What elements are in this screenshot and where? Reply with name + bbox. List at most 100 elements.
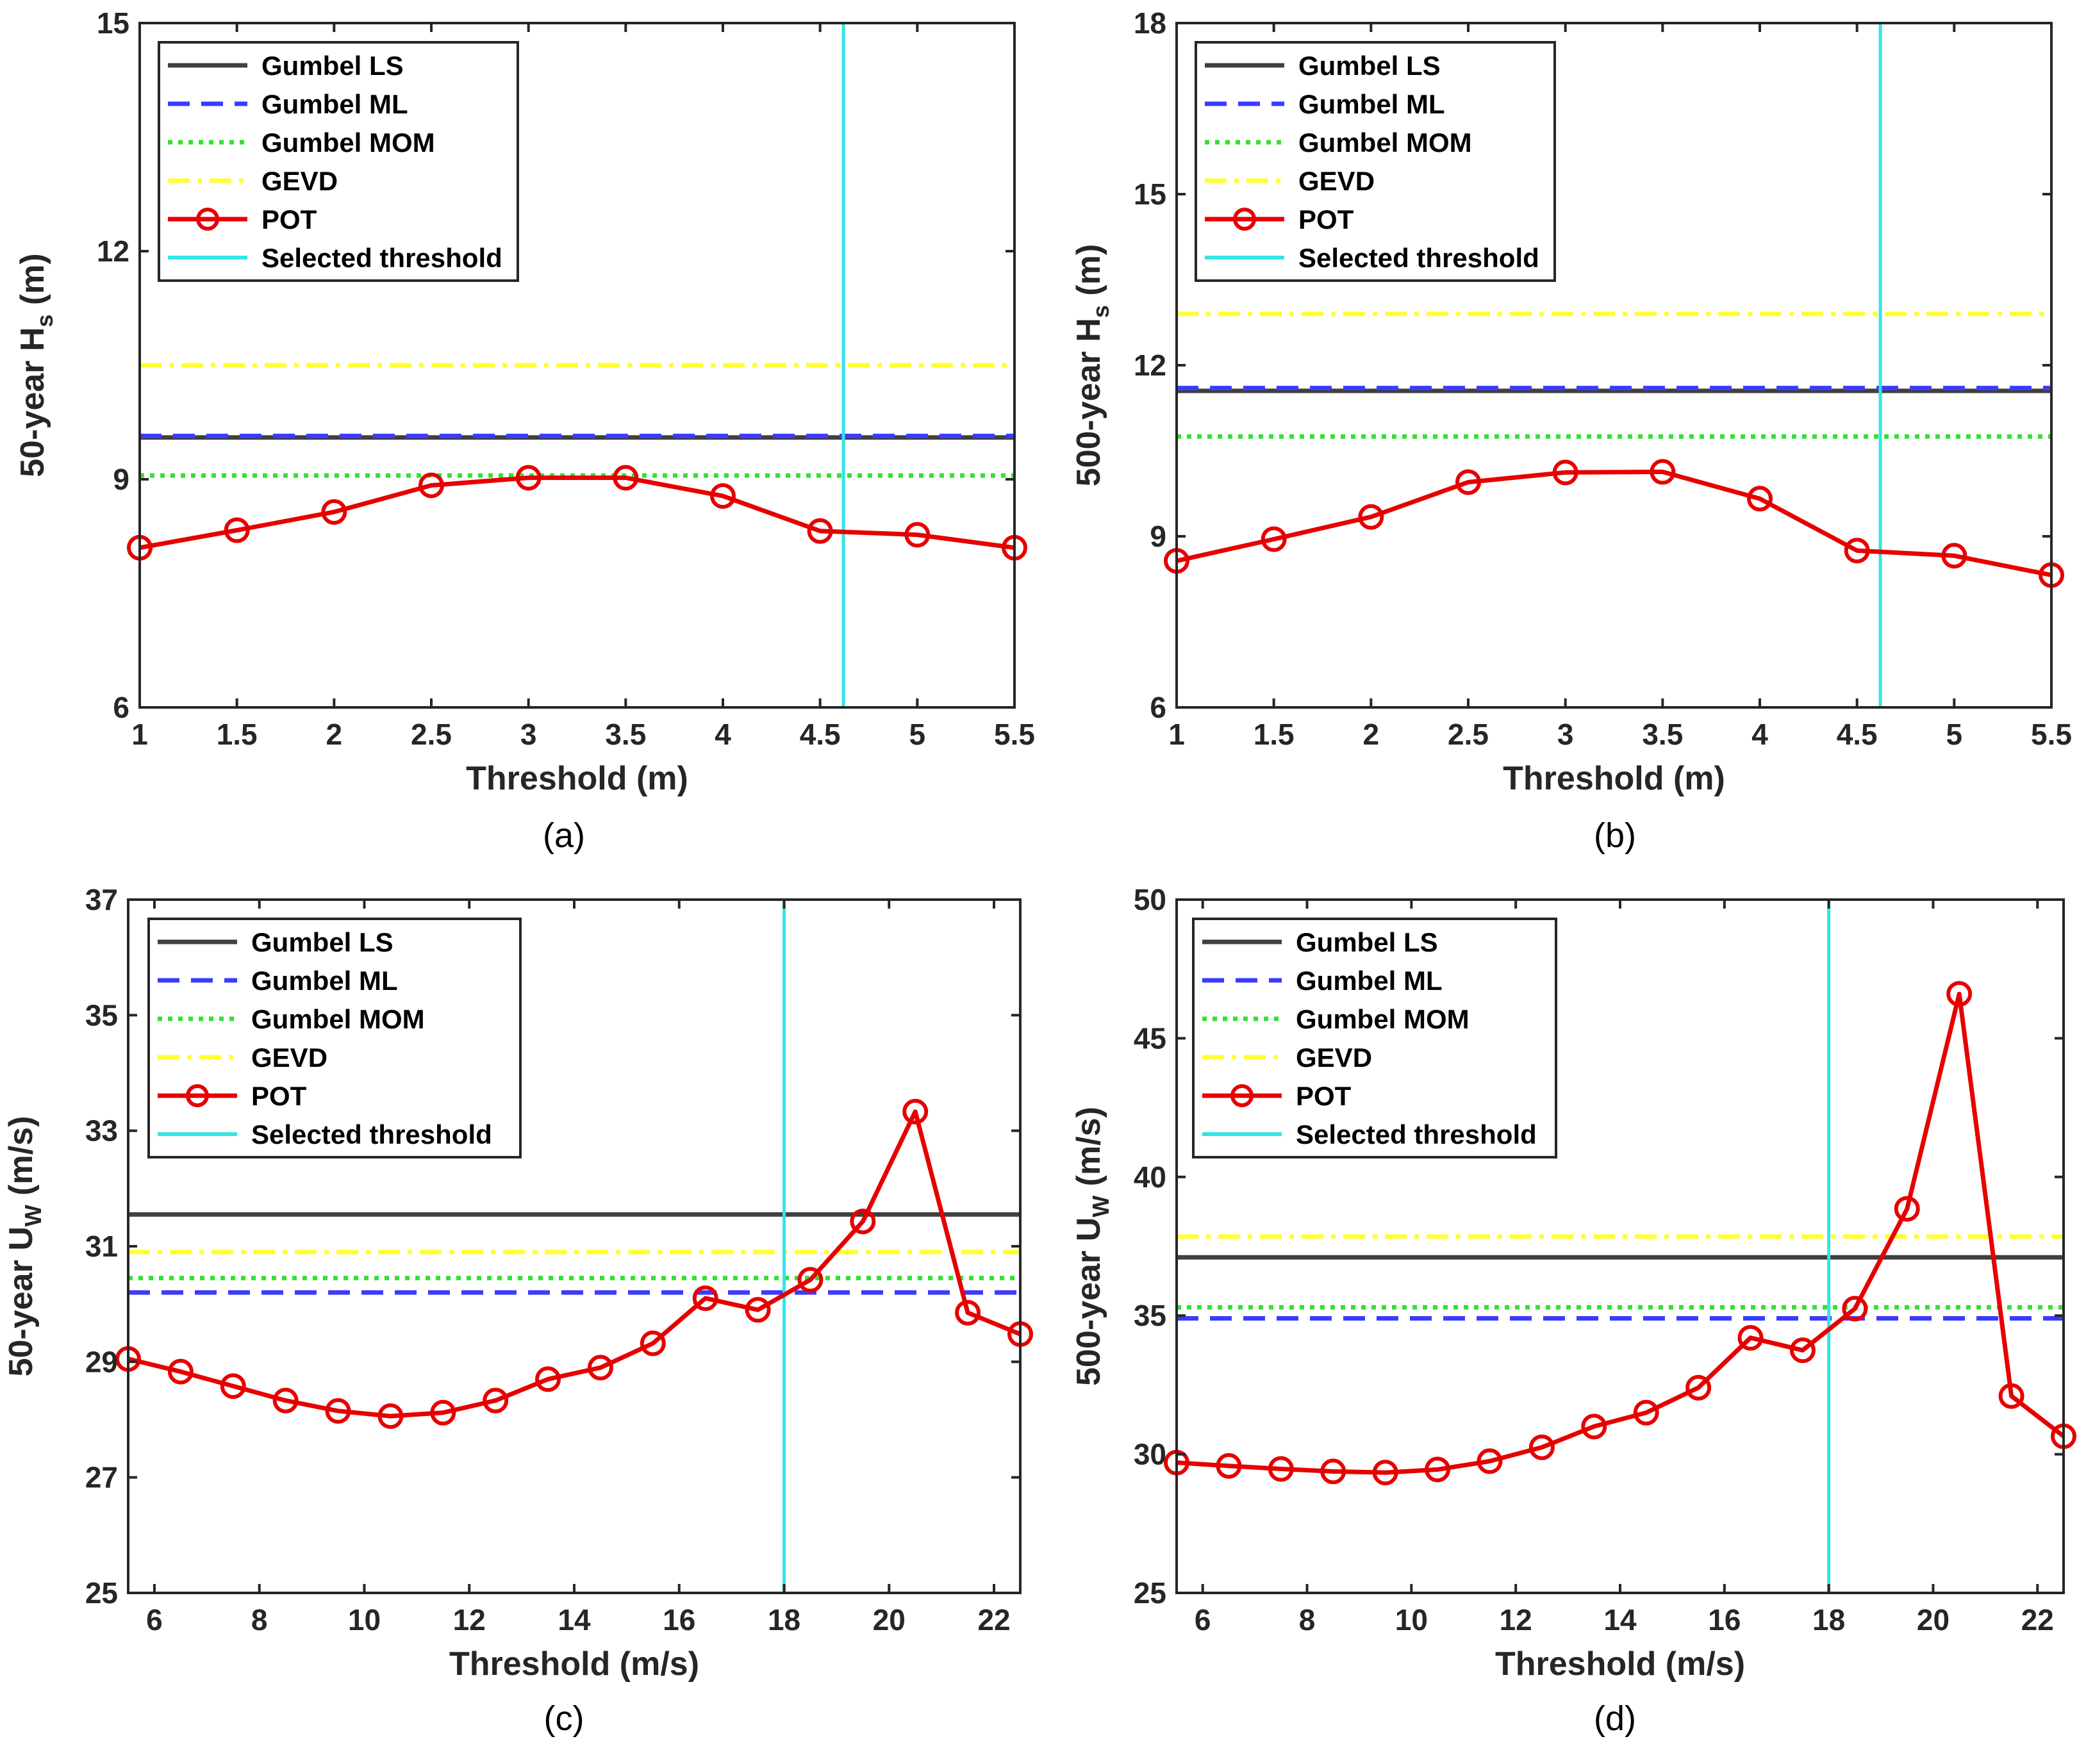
y-axis-label-subscript: s bbox=[1088, 305, 1114, 318]
plot-content bbox=[140, 23, 1014, 707]
y-tick-label: 35 bbox=[85, 998, 118, 1032]
y-tick-label: 15 bbox=[97, 6, 129, 40]
y-tick-label: 37 bbox=[85, 883, 118, 916]
pot-point bbox=[1842, 1296, 1868, 1322]
x-tick-label: 18 bbox=[768, 1603, 800, 1636]
legend-label: Gumbel MOM bbox=[1298, 128, 1472, 158]
x-tick-label: 18 bbox=[1812, 1603, 1845, 1636]
pot-point bbox=[167, 1358, 194, 1385]
plot-content bbox=[1177, 23, 2051, 707]
legend-label: Gumbel LS bbox=[1298, 51, 1441, 81]
legend-label: Gumbel MOM bbox=[261, 128, 435, 158]
x-tick-label: 12 bbox=[453, 1603, 486, 1636]
pot-point bbox=[325, 1397, 351, 1424]
y-axis-label: 500-year UW (m/s) bbox=[1070, 1107, 1114, 1386]
pot-point bbox=[904, 522, 931, 548]
legend-label: POT bbox=[261, 204, 317, 235]
x-tick-label: 20 bbox=[873, 1603, 906, 1636]
legend-item-gumbel-ls: Gumbel LS bbox=[168, 51, 404, 81]
legend-item-gumbel-ml: Gumbel ML bbox=[168, 89, 408, 119]
x-tick-label: 3 bbox=[520, 718, 537, 751]
x-tick-label: 1.5 bbox=[1254, 718, 1295, 751]
legend-label: Selected threshold bbox=[1298, 243, 1539, 273]
pot-point bbox=[1528, 1434, 1555, 1460]
panel-caption: (a) bbox=[543, 816, 585, 855]
legend: Gumbel LS Gumbel ML Gumbel MOM GEVD POT Selec… bbox=[1192, 918, 1557, 1158]
legend-label: Selected threshold bbox=[261, 243, 502, 273]
legend-item-gumbel-mom: Gumbel MOM bbox=[158, 1004, 425, 1034]
y-tick-label: 9 bbox=[1150, 520, 1166, 553]
y-axis-label-main: 50-year U bbox=[3, 1226, 40, 1376]
y-axis-label-unit: (m) bbox=[14, 253, 51, 314]
pot-point bbox=[1685, 1374, 1712, 1401]
y-axis-label-unit: (m/s) bbox=[1070, 1107, 1107, 1196]
legend-swatch-marker bbox=[1230, 1084, 1254, 1107]
y-tick-label: 31 bbox=[85, 1230, 118, 1263]
y-tick-label: 25 bbox=[1134, 1576, 1166, 1610]
pot-point bbox=[807, 518, 833, 544]
panel-caption: (b) bbox=[1594, 816, 1636, 855]
x-tick-label: 14 bbox=[558, 1603, 591, 1636]
legend: Gumbel LS Gumbel ML Gumbel MOM GEVD POT Selec… bbox=[1195, 41, 1556, 282]
pot-point bbox=[1998, 1383, 2024, 1409]
legend-label: GEVD bbox=[261, 166, 338, 196]
pot-point bbox=[1747, 486, 1773, 512]
legend-item-selected: Selected threshold bbox=[1205, 243, 1539, 273]
legend-box bbox=[1195, 41, 1556, 282]
legend-item-selected: Selected threshold bbox=[168, 243, 502, 273]
legend-item-pot: POT bbox=[1205, 204, 1354, 235]
pot-point bbox=[272, 1387, 299, 1414]
x-tick-label: 6 bbox=[1195, 1603, 1211, 1636]
x-tick-label: 1.5 bbox=[217, 718, 258, 751]
pot-point bbox=[692, 1285, 718, 1312]
x-tick-label: 6 bbox=[146, 1603, 163, 1636]
y-axis-label: 50-year Hs (m) bbox=[14, 253, 58, 477]
legend-label: Gumbel MOM bbox=[251, 1004, 425, 1034]
y-tick-label: 18 bbox=[1134, 6, 1166, 40]
y-tick-label: 50 bbox=[1134, 883, 1166, 916]
pot-point bbox=[535, 1366, 561, 1392]
chart-panel-b: 1 1.5 2 2.5 3 3.5 4 4.5 5 5.5 6 9 12 15 18 Threshold (m… bbox=[1070, 6, 2072, 855]
pot-point bbox=[1581, 1414, 1607, 1440]
legend-item-gevd: GEVD bbox=[1202, 1043, 1372, 1073]
legend-label: Selected threshold bbox=[251, 1119, 492, 1150]
y-axis-label: 500-year Hs (m) bbox=[1070, 244, 1114, 486]
y-axis-label-unit: (m) bbox=[1070, 244, 1107, 305]
legend-item-gumbel-mom: Gumbel MOM bbox=[1202, 1004, 1469, 1034]
x-tick-label: 4 bbox=[1751, 718, 1768, 751]
x-tick-label: 1 bbox=[1168, 718, 1185, 751]
pot-point bbox=[1650, 459, 1676, 485]
plot-content bbox=[1177, 900, 2064, 1593]
pot-point bbox=[1894, 1196, 1920, 1222]
pot-point bbox=[710, 483, 736, 509]
pot-point bbox=[418, 472, 444, 499]
y-tick-label: 12 bbox=[97, 235, 129, 268]
pot-point bbox=[1216, 1453, 1242, 1479]
y-tick-label: 30 bbox=[1134, 1438, 1166, 1471]
x-tick-label: 2.5 bbox=[1448, 718, 1489, 751]
legend-item-gevd: GEVD bbox=[1205, 166, 1375, 196]
x-axis-label: Threshold (m/s) bbox=[449, 1645, 699, 1683]
legend-label: GEVD bbox=[1296, 1043, 1372, 1073]
pot-point bbox=[1946, 981, 1973, 1007]
legend-item-gumbel-ls: Gumbel LS bbox=[1205, 51, 1441, 81]
legend-item-gumbel-mom: Gumbel MOM bbox=[1205, 128, 1472, 158]
legend-item-pot: POT bbox=[168, 204, 317, 235]
legend-label: POT bbox=[251, 1081, 307, 1111]
pot-point bbox=[1320, 1458, 1346, 1485]
x-tick-label: 5 bbox=[1946, 718, 1963, 751]
pot-line bbox=[1177, 469, 2051, 577]
y-tick-label: 45 bbox=[1134, 1021, 1166, 1055]
x-tick-label: 3.5 bbox=[605, 718, 646, 751]
legend-box bbox=[1192, 918, 1557, 1158]
pot-point bbox=[220, 1373, 246, 1399]
y-axis-label-main: 500-year U bbox=[1070, 1217, 1107, 1386]
panel-caption: (d) bbox=[1594, 1699, 1636, 1738]
legend-label: Gumbel ML bbox=[251, 966, 398, 996]
legend-item-gumbel-ls: Gumbel LS bbox=[1202, 927, 1438, 957]
legend-item-pot: POT bbox=[1202, 1081, 1352, 1111]
pot-point bbox=[797, 1267, 824, 1293]
legend-label: Selected threshold bbox=[1296, 1119, 1537, 1150]
x-tick-label: 14 bbox=[1603, 1603, 1637, 1636]
